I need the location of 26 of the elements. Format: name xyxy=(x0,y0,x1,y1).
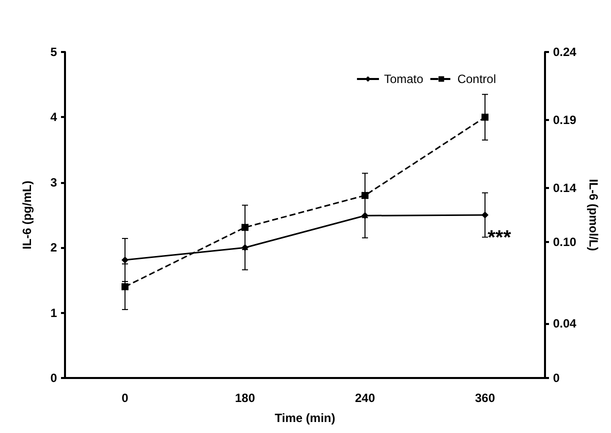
y2-tick-label: 0.19 xyxy=(553,112,577,127)
y2-tick-label: 0 xyxy=(553,371,560,385)
y2-tick-label: 0.24 xyxy=(553,45,577,59)
point xyxy=(242,224,248,231)
y-tick-label: 5 xyxy=(50,45,58,59)
point xyxy=(482,212,488,218)
legend-label: Tomato xyxy=(384,72,424,86)
y-tick-label: 2 xyxy=(50,240,58,255)
y-tick-label: 0 xyxy=(50,371,58,385)
point xyxy=(362,192,368,199)
annotation: *** xyxy=(488,227,512,249)
point xyxy=(482,114,488,121)
x-tick-label: 0 xyxy=(122,391,129,405)
y2-tick-label: 0.10 xyxy=(553,235,577,250)
y-tick-label: 3 xyxy=(50,175,58,190)
x-tick-label: 180 xyxy=(234,391,256,405)
legend-label: Control xyxy=(457,72,496,86)
y2-tick-label: 0.14 xyxy=(553,180,577,195)
y-tick-label: 1 xyxy=(50,306,58,320)
y-tick-label: 4 xyxy=(50,110,58,124)
y2-axis-title: IL-6 (pmol/L) xyxy=(586,179,600,251)
x-tick-label: 360 xyxy=(474,391,496,405)
y-axis-title: IL-6 (pg/mL) xyxy=(20,180,34,250)
x-axis-title: Time (min) xyxy=(274,411,336,425)
x-tick-label: 240 xyxy=(354,391,376,405)
y2-tick-label: 0.04 xyxy=(553,316,577,331)
